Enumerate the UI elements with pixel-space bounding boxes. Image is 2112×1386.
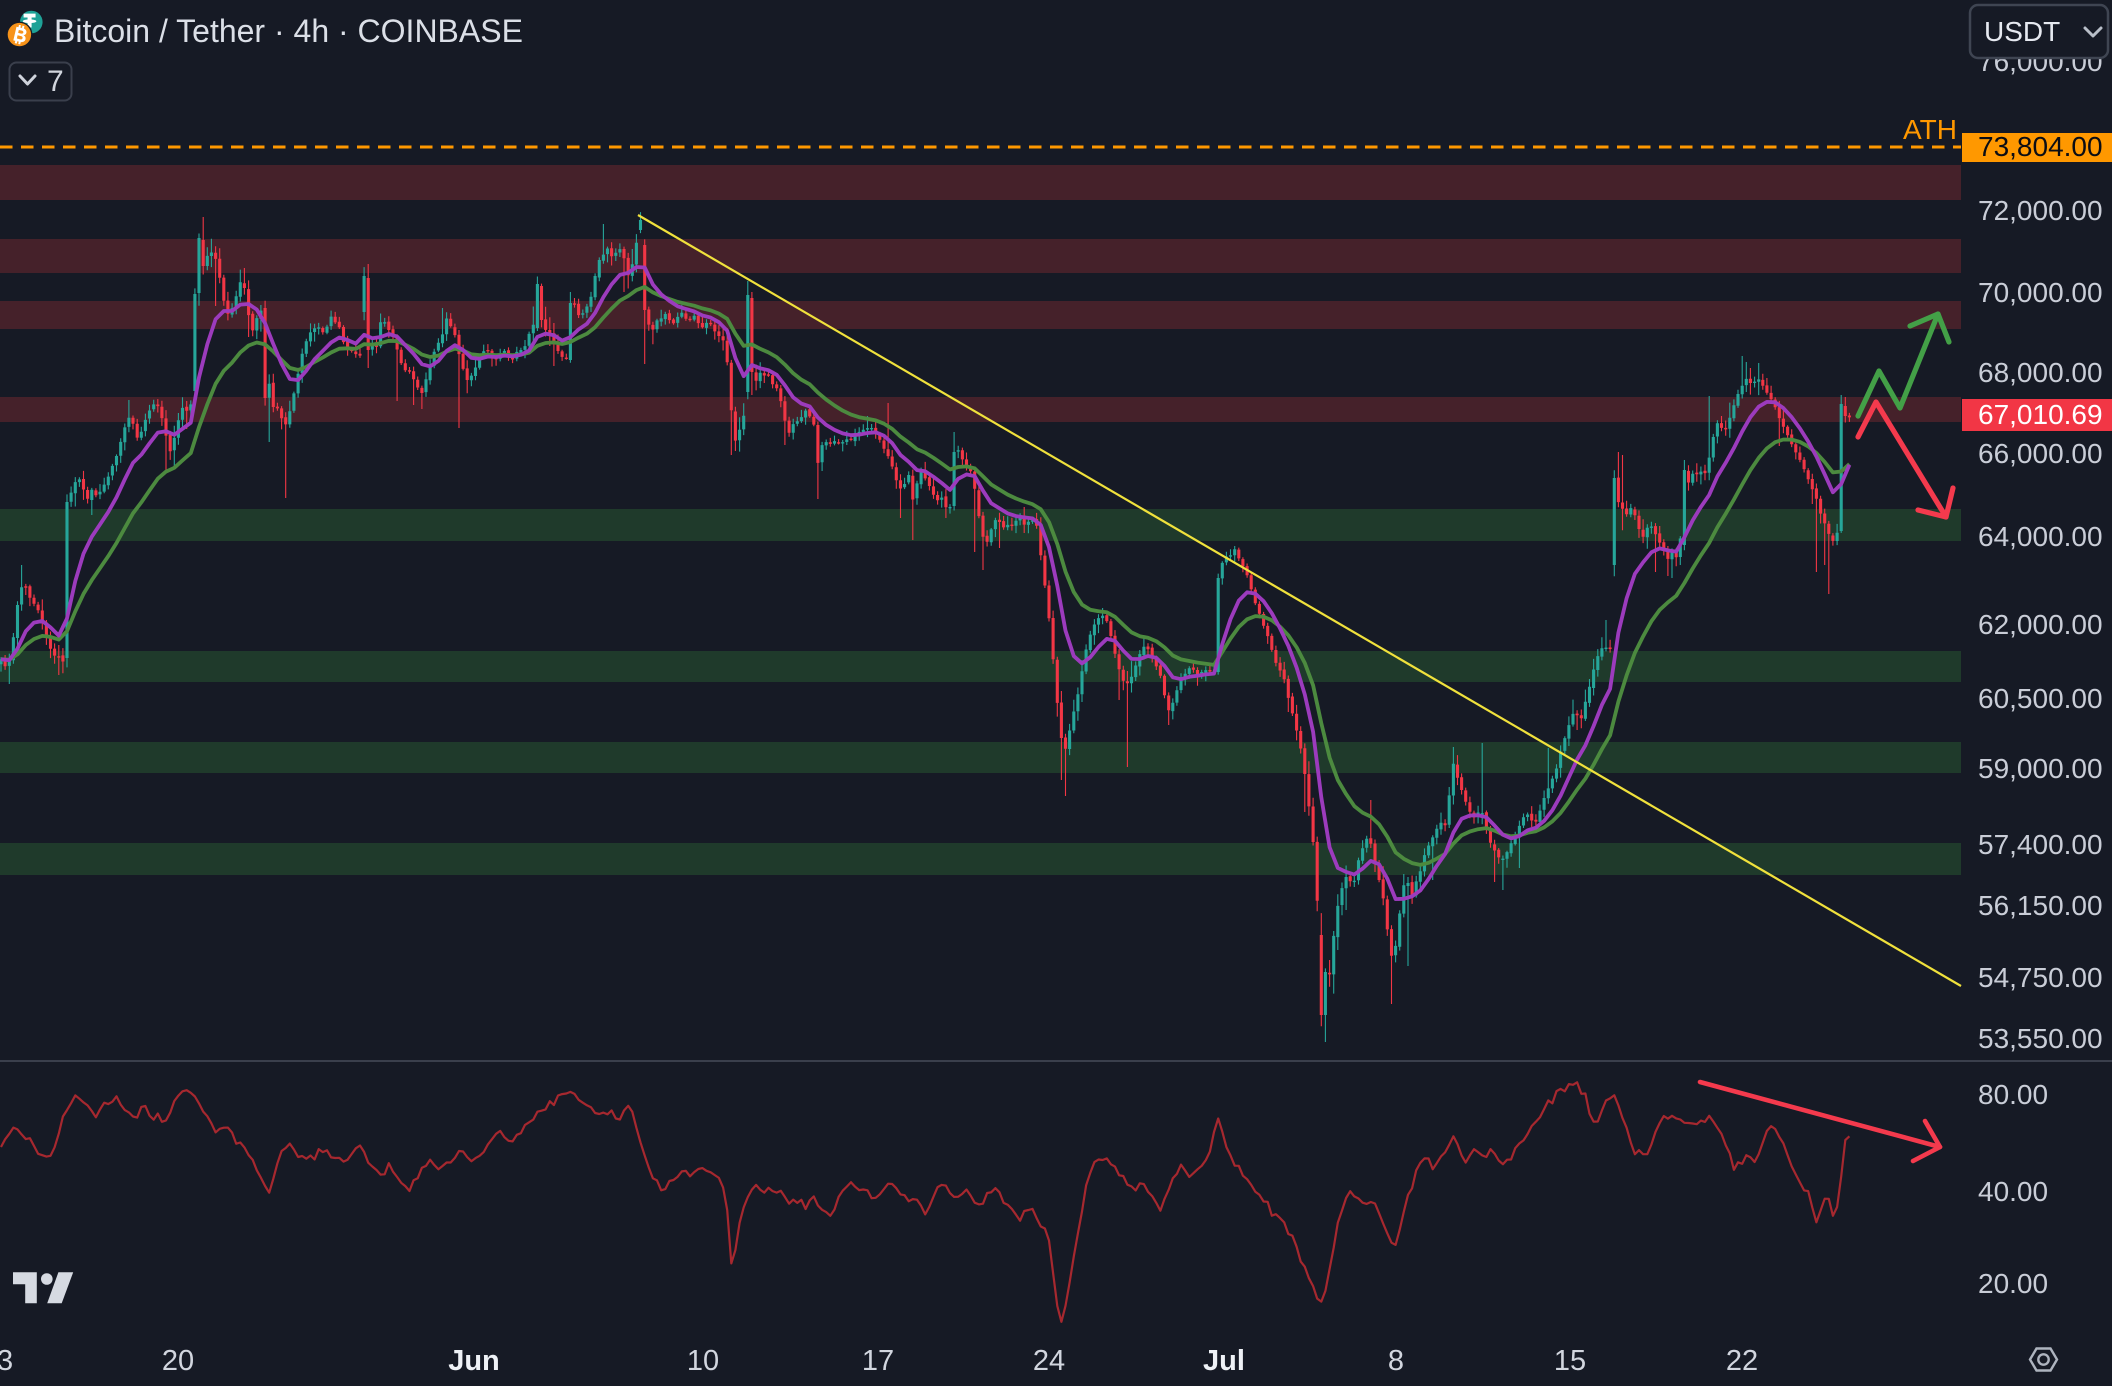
svg-text:73,804.00: 73,804.00 xyxy=(1978,131,2103,162)
svg-text:40.00: 40.00 xyxy=(1978,1176,2048,1207)
svg-text:13: 13 xyxy=(0,1345,13,1377)
svg-text:ATH: ATH xyxy=(1903,114,1957,145)
svg-text:24: 24 xyxy=(1033,1345,1065,1377)
svg-text:66,000.00: 66,000.00 xyxy=(1978,438,2103,469)
svg-text:10: 10 xyxy=(687,1345,719,1377)
svg-text:68,000.00: 68,000.00 xyxy=(1978,357,2103,388)
svg-text:8: 8 xyxy=(1388,1345,1404,1377)
svg-text:64,000.00: 64,000.00 xyxy=(1978,521,2103,552)
svg-text:20.00: 20.00 xyxy=(1978,1268,2048,1299)
svg-text:67,010.69: 67,010.69 xyxy=(1978,399,2103,430)
svg-text:80.00: 80.00 xyxy=(1978,1079,2048,1110)
svg-text:54,750.00: 54,750.00 xyxy=(1978,962,2103,993)
svg-text:57,400.00: 57,400.00 xyxy=(1978,829,2103,860)
svg-text:Jun: Jun xyxy=(448,1345,500,1377)
svg-text:72,000.00: 72,000.00 xyxy=(1978,195,2103,226)
svg-text:60,500.00: 60,500.00 xyxy=(1978,683,2103,714)
svg-text:70,000.00: 70,000.00 xyxy=(1978,277,2103,308)
svg-text:22: 22 xyxy=(1726,1345,1758,1377)
svg-text:Jul: Jul xyxy=(1203,1345,1245,1377)
svg-text:59,000.00: 59,000.00 xyxy=(1978,753,2103,784)
svg-text:15: 15 xyxy=(1554,1345,1586,1377)
svg-text:Bitcoin / Tether · 4h · COINBA: Bitcoin / Tether · 4h · COINBASE xyxy=(54,13,523,49)
svg-text:53,550.00: 53,550.00 xyxy=(1978,1023,2103,1054)
svg-text:20: 20 xyxy=(162,1345,194,1377)
svg-text:17: 17 xyxy=(862,1345,894,1377)
svg-text:56,150.00: 56,150.00 xyxy=(1978,890,2103,921)
svg-text:USDT: USDT xyxy=(1984,16,2060,47)
svg-text:62,000.00: 62,000.00 xyxy=(1978,609,2103,640)
svg-text:7: 7 xyxy=(47,65,64,98)
